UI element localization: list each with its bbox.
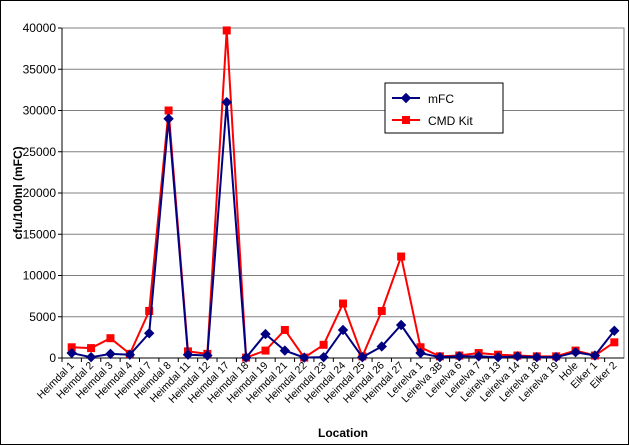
y-tick-label: 30000 [23, 104, 57, 118]
point [260, 328, 271, 340]
point [610, 338, 619, 347]
point [415, 347, 426, 359]
point [531, 351, 543, 363]
legend-label: mFC [428, 92, 454, 106]
point [339, 299, 347, 308]
point [512, 351, 523, 362]
point [182, 349, 194, 360]
point [473, 351, 484, 362]
point [221, 97, 232, 108]
point [550, 351, 562, 363]
point [609, 325, 620, 336]
point [85, 351, 97, 363]
point [143, 328, 155, 339]
point [163, 113, 174, 124]
point [395, 319, 407, 331]
point [376, 341, 387, 352]
x-axis-title: Location [318, 426, 368, 440]
y-tick-label: 25000 [23, 145, 57, 159]
legend: mFC CMD Kit [384, 82, 504, 134]
y-tick-label: 40000 [23, 21, 57, 35]
point [164, 106, 173, 115]
point [261, 346, 270, 355]
point [105, 348, 116, 360]
y-tick-label: 20000 [23, 186, 57, 200]
point [87, 344, 96, 353]
legend-label: CMD Kit [428, 114, 473, 128]
point [222, 26, 231, 35]
point [397, 252, 406, 261]
point [454, 351, 465, 362]
point [145, 306, 154, 315]
legend-marker [402, 116, 410, 124]
y-axis-title: cfu/100ml (mFC) [11, 146, 25, 239]
point [124, 349, 136, 360]
point [357, 351, 368, 363]
y-tick-label: 10000 [23, 269, 57, 283]
point [319, 340, 328, 349]
point [66, 347, 77, 359]
point [570, 347, 581, 358]
point [106, 334, 115, 343]
point [299, 352, 310, 363]
point [240, 352, 252, 363]
y-tick-label: 0 [49, 351, 56, 365]
point [377, 306, 386, 315]
point [280, 325, 289, 334]
point [318, 351, 329, 363]
point [434, 351, 446, 363]
point [337, 324, 349, 336]
y-tick-label: 15000 [23, 227, 57, 241]
legend-box [384, 82, 504, 134]
y-tick-label: 35000 [23, 62, 57, 76]
legend-marker [400, 92, 412, 104]
y-tick-label: 5000 [29, 310, 56, 324]
point [492, 351, 504, 363]
point [589, 350, 601, 361]
point [202, 350, 213, 361]
point [279, 345, 291, 356]
